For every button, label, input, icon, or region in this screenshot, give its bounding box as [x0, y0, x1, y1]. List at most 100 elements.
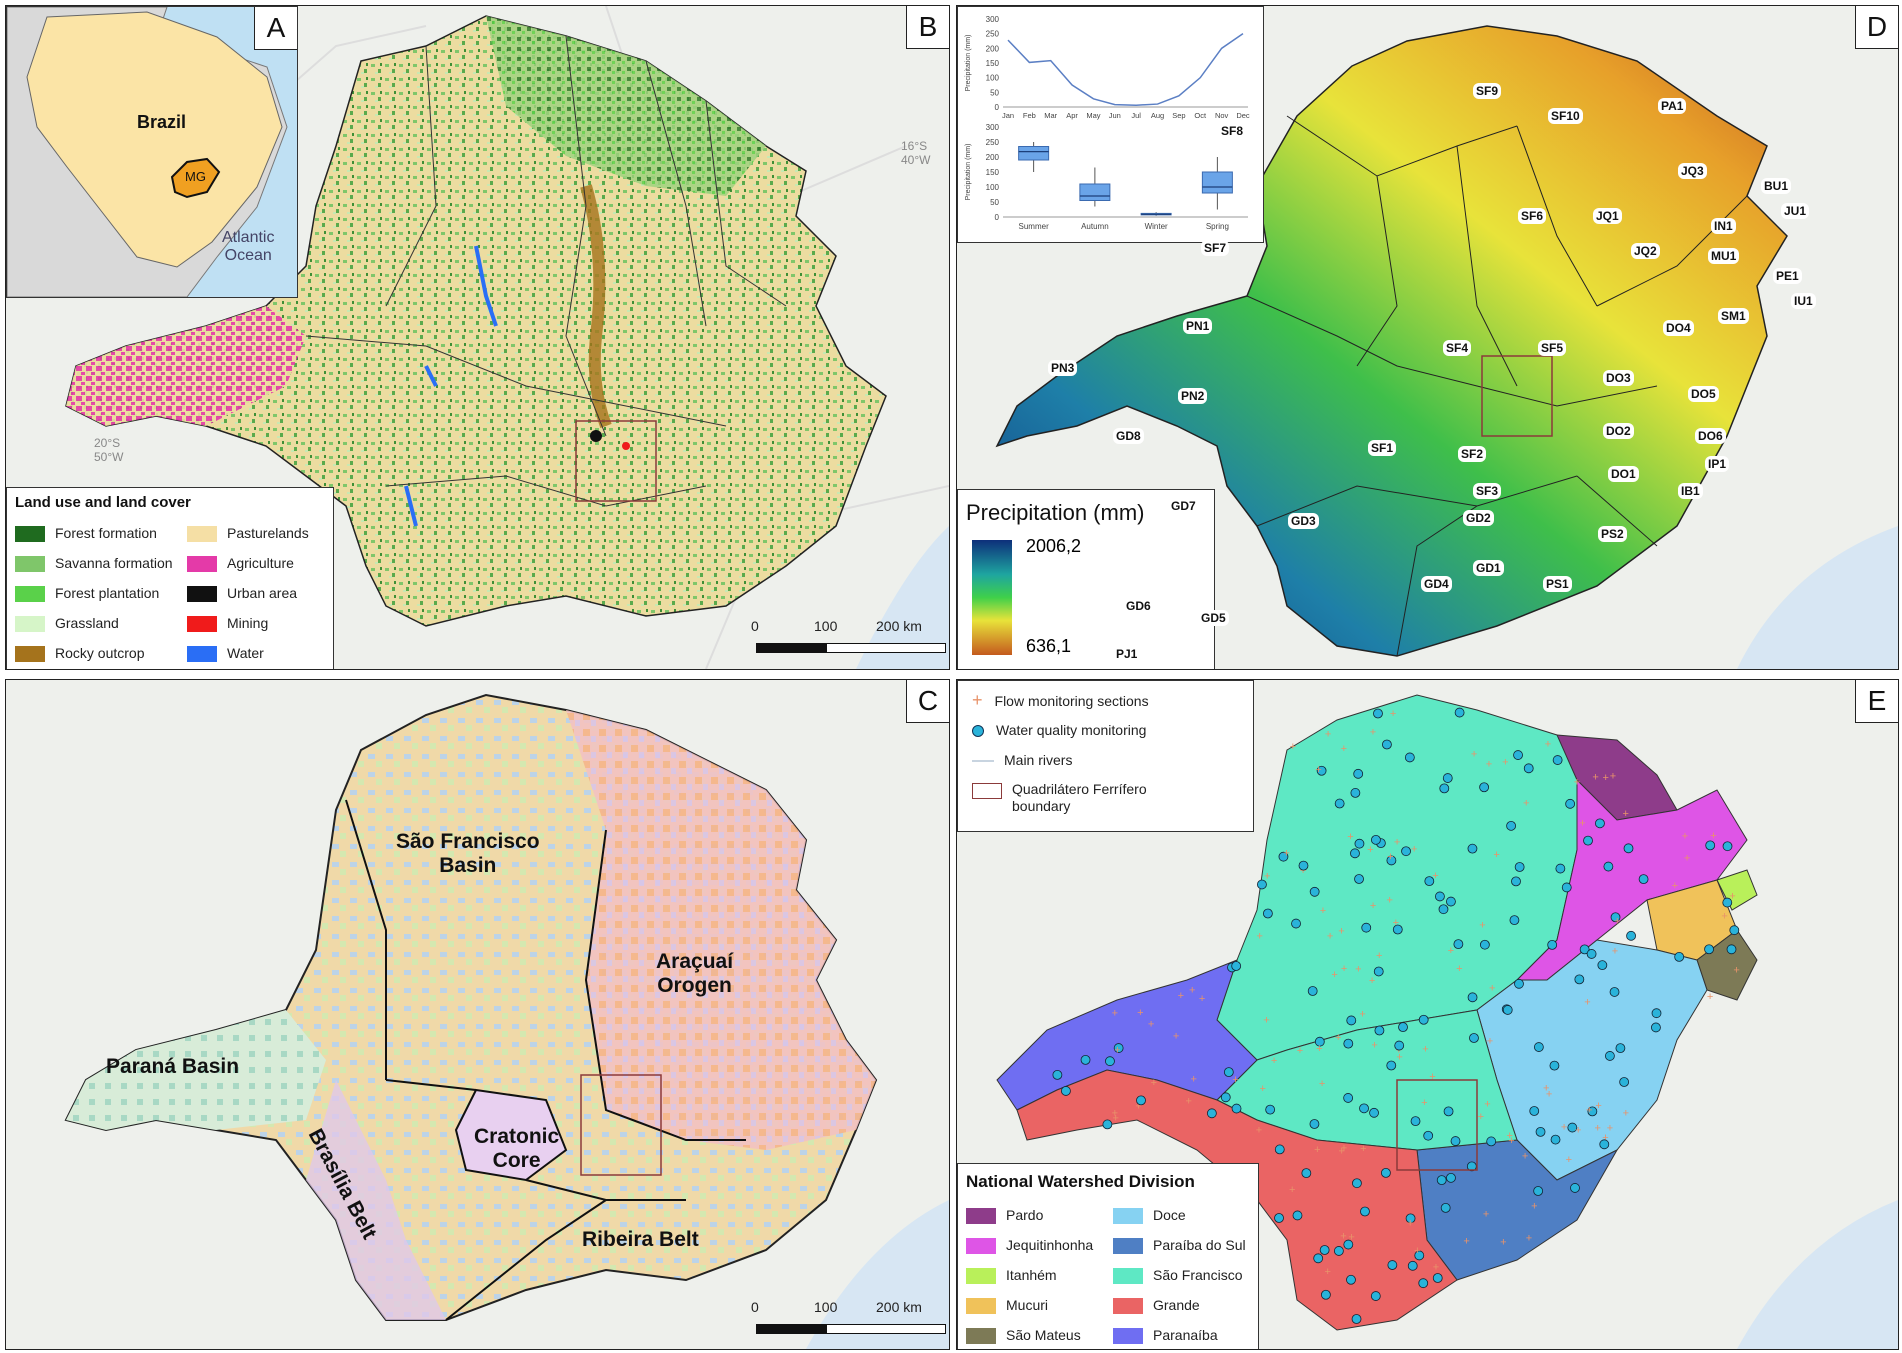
flow-monitoring-marker: + [1484, 1099, 1490, 1111]
water-quality-marker [1609, 987, 1620, 997]
flow-monitoring-marker: + [1623, 1108, 1629, 1120]
flow-monitoring-marker: + [1592, 772, 1598, 784]
scale-label: 100 [814, 1299, 838, 1315]
flow-monitoring-marker: + [1112, 1007, 1118, 1019]
panel-a-location-inset: A Brazil MG Atlantic Ocean [6, 6, 298, 298]
water-quality-marker [1722, 841, 1733, 852]
south-america-map [7, 7, 288, 297]
swatch [15, 526, 45, 543]
y-tick-label: 250 [986, 30, 1000, 39]
coord-sw: 20°S 50°W [94, 436, 124, 464]
y-tick-label: 0 [995, 213, 1000, 222]
swatch [15, 556, 45, 573]
water-quality-marker [1479, 939, 1490, 950]
lulc-legend: Land use and land cover Forest formation… [6, 487, 334, 669]
water-quality-marker [1486, 1136, 1497, 1147]
basin-label: SF1 [1368, 440, 1397, 456]
flow-monitoring-marker: + [1376, 950, 1382, 962]
flow-monitoring-marker: + [1622, 808, 1628, 820]
water-quality-marker [1450, 1136, 1461, 1146]
flow-monitoring-marker: + [1522, 1150, 1528, 1162]
region-label: Ribeira Belt [582, 1228, 699, 1251]
x-tick-label: Oct [1194, 111, 1207, 120]
flow-monitoring-marker: + [1370, 726, 1376, 738]
basin-label: DO1 [1608, 466, 1639, 482]
water-quality-marker [1583, 835, 1593, 846]
swatch [187, 526, 217, 543]
y-axis-label: Precipitation (mm) [965, 144, 972, 201]
water-quality-marker [1587, 1106, 1598, 1117]
swatch [15, 646, 45, 663]
swatch [187, 556, 217, 573]
lulc-legend-title: Land use and land cover [15, 494, 191, 511]
precip-legend-title: Precipitation (mm) [966, 500, 1145, 525]
x-tick-label: Jan [1002, 111, 1014, 120]
flow-monitoring-marker: + [1614, 916, 1620, 928]
water-quality-marker [1291, 918, 1301, 929]
swatch [1113, 1208, 1143, 1225]
basin-label: GD4 [1421, 576, 1452, 592]
water-quality-marker [1603, 861, 1614, 872]
flow-monitoring-marker: + [1478, 1111, 1484, 1123]
basin-label: MU1 [1708, 248, 1740, 264]
lulc-legend-item: Savanna formation [15, 554, 173, 573]
water-quality-marker [1418, 1278, 1429, 1289]
flow-monitoring-marker: + [1579, 818, 1585, 830]
panel-d-precipitation: 0 50 100 150 200 250 300 Precipitation (mm) Jan F… [956, 5, 1899, 670]
flow-monitoring-marker: + [1561, 1122, 1567, 1134]
water-quality-marker [1605, 1051, 1615, 1061]
water-quality-marker [1626, 930, 1636, 941]
water-quality-marker [1674, 951, 1685, 962]
lulc-legend-item: Agriculture [187, 554, 294, 573]
flow-monitoring-marker: + [1178, 990, 1184, 1002]
water-quality-marker [1343, 1093, 1354, 1103]
water-quality-marker [1446, 1172, 1456, 1183]
flow-monitoring-marker: + [1290, 741, 1296, 753]
flow-monitoring-marker: + [1584, 997, 1590, 1009]
flow-monitoring-marker: + [1114, 1045, 1120, 1057]
y-tick-label: 150 [986, 168, 1000, 177]
water-quality-marker [1424, 876, 1435, 887]
water-quality-marker [1423, 1130, 1434, 1141]
water-quality-marker [1469, 1033, 1479, 1043]
water-quality-marker [1615, 1043, 1626, 1054]
flow-monitoring-marker: + [1264, 871, 1270, 883]
water-quality-marker [1726, 944, 1737, 955]
water-quality-marker [1354, 874, 1364, 884]
watershed-item: São Mateus [966, 1326, 1081, 1345]
x-tick-label: Jul [1131, 111, 1141, 120]
flow-monitoring-marker: + [1463, 1236, 1469, 1248]
water-quality-marker [1313, 1253, 1324, 1264]
flow-monitoring-marker: + [1493, 849, 1499, 861]
y-tick-label: 300 [986, 123, 1000, 132]
legend-water-quality: Water quality monitoring [972, 721, 1146, 739]
basin-label: JQ3 [1678, 163, 1707, 179]
water-quality-marker [1549, 1060, 1560, 1071]
flow-monitoring-marker: + [1483, 1209, 1489, 1221]
precip-colorbar [972, 540, 1012, 655]
swatch [966, 1208, 996, 1225]
water-quality-marker [1509, 915, 1520, 926]
water-quality-marker [1052, 1069, 1063, 1080]
box-iqr [1079, 183, 1111, 201]
water-quality-marker [1502, 1005, 1513, 1015]
flow-monitoring-marker: + [1433, 1262, 1439, 1274]
country-label: Brazil [137, 112, 187, 132]
basin-label: PS2 [1598, 526, 1627, 542]
water-quality-marker [1432, 1273, 1443, 1283]
flow-monitoring-marker: + [1429, 1071, 1435, 1083]
water-quality-marker [1565, 798, 1576, 809]
water-quality-marker [1206, 1108, 1217, 1119]
scale-label: 0 [751, 1299, 759, 1315]
flow-monitoring-marker: + [1360, 1143, 1366, 1155]
legend-qf-boundary: Quadrilátero Ferrífero boundary [972, 781, 1147, 817]
water-quality-marker [1436, 1175, 1447, 1186]
flow-monitoring-marker: + [1612, 946, 1618, 958]
x-tick-label: Autumn [1081, 222, 1109, 231]
water-quality-marker [1722, 897, 1733, 908]
y-tick-label: 200 [986, 153, 1000, 162]
water-quality-marker [1369, 1107, 1379, 1118]
flow-monitoring-marker: + [1707, 991, 1713, 1003]
y-axis-label: Precipitation (mm) [965, 35, 972, 92]
flow-monitoring-marker: + [1502, 757, 1508, 769]
